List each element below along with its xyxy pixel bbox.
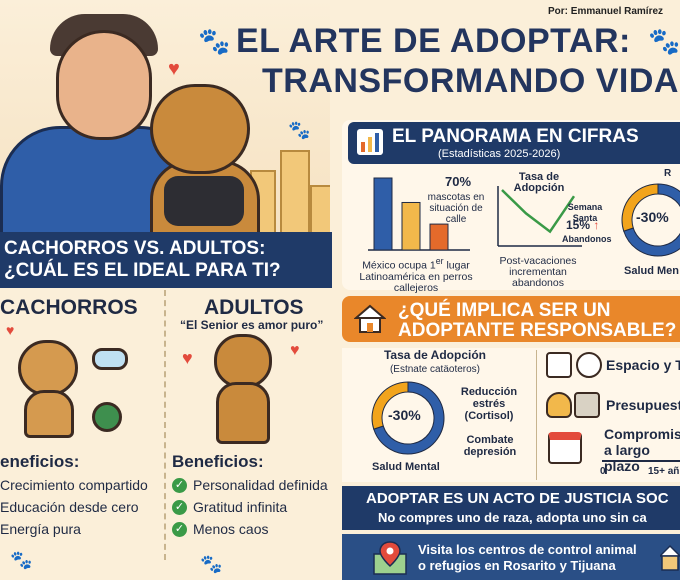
heart-icon: ♥ (290, 342, 300, 359)
adults-title: ADULTOS (204, 296, 304, 319)
heart-icon: ♥ (168, 58, 180, 80)
chart-bar (373, 177, 393, 251)
dog-vest (164, 176, 244, 226)
chart-bar (401, 201, 421, 251)
visit-banner: Visita los centros de control animal o r… (342, 534, 680, 580)
donut-slice (621, 183, 659, 232)
adults-subtitle: “El Senior es amor puro” (180, 318, 324, 332)
arrow-up-icon: ↑ (593, 218, 600, 232)
heart-icon: ♥ (6, 322, 15, 338)
main-title-line1: EL ARTE DE ADOPTAR: (236, 22, 631, 60)
donut-label: Salud Men (624, 265, 680, 277)
justice-line2: No compres uno de raza, adopta uno sin c… (378, 510, 647, 525)
main-title-line2: TRANSFORMANDO VIDAS (262, 62, 680, 100)
stray-stat-value: 70% (444, 174, 472, 189)
donut-slice (373, 381, 445, 455)
resp-chart-title: Tasa de Adopción (383, 348, 486, 362)
abandon-label: Abandonos (562, 234, 612, 244)
paw-icon: 🐾 (10, 550, 33, 570)
house-icon (660, 544, 680, 571)
abandon-value: 15% ↑ (566, 218, 600, 232)
timeline-bar (602, 460, 680, 462)
author-byline: Por: Emmanuel Ramírez (548, 6, 664, 17)
paw-icon: 🐾 (198, 26, 231, 56)
man-face (56, 30, 152, 140)
donut-partial-label: R (664, 168, 672, 179)
check-icon: ✓ (172, 521, 187, 537)
paw-icon: 🐾 (648, 26, 680, 56)
check-icon: ✓ (172, 477, 187, 493)
visit-line1: Visita los centros de control animal (418, 542, 637, 557)
responsibility-banner-line2: ADOPTANTE RESPONSABLE? (398, 320, 677, 341)
resp-chart-subtitle: (Estnate catäoteros) (389, 364, 481, 375)
puppies-title: CACHORROS (0, 296, 138, 319)
timeline-end: 15+ añ (648, 466, 680, 477)
list-item: Educación desde cero (0, 499, 139, 515)
item-budget: Presupuesto (606, 397, 680, 413)
label-reduction: Reducción estrés (Cortisol) (460, 386, 518, 422)
stray-stat-label: mascotas en situación de calle (427, 192, 485, 225)
check-icon: ✓ (172, 499, 187, 515)
donut-slice (623, 183, 680, 257)
hero-illustration: ♥ 🐾 (0, 0, 330, 236)
label-combat: Combate depresión (463, 434, 517, 458)
comparison-banner-line1: CACHORROS VS. ADULTOS: (4, 238, 266, 259)
chart-bar (429, 223, 449, 251)
justice-banner: ADOPTAR ES UN ACTO DE JUSTICIA SOC No co… (342, 486, 680, 530)
adults-benefits-list: ✓ Personalidad definida ✓ Gratitud infinit… (172, 474, 328, 540)
line-annotation: Semana Santa (567, 202, 603, 223)
list-item: Crecimiento compartido (0, 477, 148, 493)
responsibility-banner: ¿QUÉ IMPLICA SER UN ADOPTANTE RESPONSABL… (342, 296, 680, 342)
donut-slice (371, 381, 409, 430)
house-icon (354, 304, 386, 333)
responsibility-panel (342, 348, 680, 482)
list-item: ✓ Gratitud infinita (172, 496, 328, 518)
adult-dog-illustration: ♥ ♥ (180, 332, 330, 452)
resp-donut (371, 381, 445, 455)
list-item: ✓ Menos caos (172, 518, 328, 540)
justice-line1: ADOPTAR ES UN ACTO DE JUSTICIA SOC (366, 490, 669, 507)
list-item: Energía pura (0, 521, 81, 537)
stray-bar-chart (368, 177, 470, 251)
figures-banner: EL PANORAMA EN CIFRAS (Estadísticas 2025… (348, 122, 680, 164)
column-divider (164, 290, 166, 560)
item-space-time: Espacio y Tie (606, 357, 680, 373)
calendar-icon (548, 432, 582, 464)
figures-title: EL PANORAMA EN CIFRAS (392, 126, 639, 147)
resp-divider (536, 350, 537, 480)
adults-benefits-title: Beneficios: (172, 452, 264, 471)
figures-subtitle: (Estadísticas 2025-2026) (438, 148, 561, 160)
heart-icon: ♥ (182, 348, 193, 368)
calculator-icon (574, 392, 600, 418)
list-item: ✓ Personalidad definida (172, 474, 328, 496)
comparison-banner: CACHORROS VS. ADULTOS: ¿CUÁL ES EL IDEAL… (0, 232, 332, 288)
donut-value: -30% (636, 209, 669, 225)
stray-caption: México ocupa 1er lugar Latinoamérica en … (359, 256, 473, 294)
chart-line (501, 189, 576, 234)
mental-health-donut (621, 183, 680, 257)
paw-icon: 🐾 (288, 120, 311, 140)
item-commitment: Compromiso a largo plazo (604, 426, 680, 474)
timeline-start: 0 (600, 466, 606, 477)
clock-icon (576, 352, 602, 378)
money-bag-icon (546, 392, 572, 418)
puppy-illustration: ♥ (0, 322, 160, 450)
resp-donut-value: -30% (388, 407, 421, 423)
house-icon (546, 352, 572, 378)
comparison-banner-line2: ¿CUÁL ES EL IDEAL PARA TI? (4, 260, 281, 281)
paw-icon: 🐾 (200, 554, 223, 574)
dog-head (150, 84, 250, 174)
line-caption: Post-vacaciones incrementan abandonos (499, 255, 577, 289)
puppies-benefits-list: Crecimiento compartido Educación desde c… (0, 474, 148, 540)
bar-chart-icon (357, 129, 383, 155)
adoption-line-title: Tasa de Adopción (513, 171, 565, 194)
visit-line2: o refugios en Rosarito y Tijuana (418, 558, 616, 573)
resp-donut-caption: Salud Mental (372, 461, 440, 473)
responsibility-banner-line1: ¿QUÉ IMPLICA SER UN (398, 300, 611, 321)
adoption-line-chart (497, 186, 582, 247)
puppies-benefits-title: eneficios: (0, 452, 80, 471)
map-pin-icon (373, 541, 407, 575)
